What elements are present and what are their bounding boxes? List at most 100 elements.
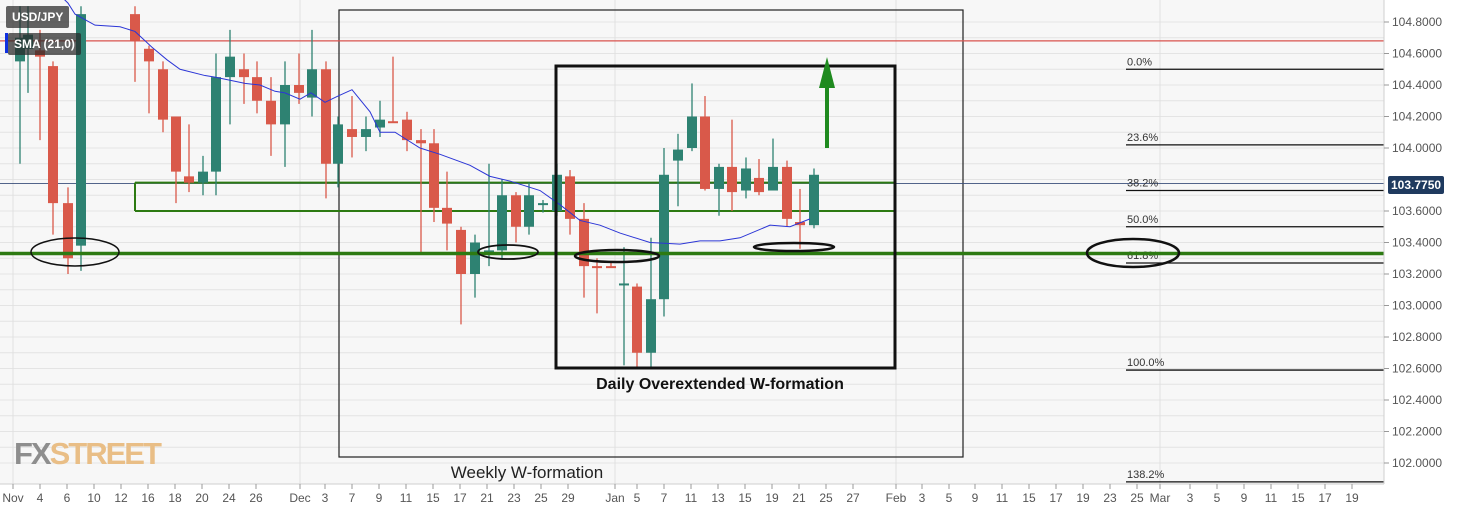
x-tick-label: 12 — [114, 491, 128, 505]
x-tick-label: 4 — [37, 491, 44, 505]
y-tick-label: 102.6000 — [1392, 362, 1442, 376]
fib-level-label: 38.2% — [1127, 178, 1158, 190]
y-tick-label: 103.2000 — [1392, 267, 1442, 281]
candle — [198, 155, 208, 196]
candle — [768, 138, 778, 191]
y-tick-label: 103.4000 — [1392, 236, 1442, 250]
x-tick-label: 3 — [1187, 491, 1194, 505]
x-tick-label: 26 — [249, 491, 263, 505]
x-tick-label: 5 — [1214, 491, 1221, 505]
candle — [782, 160, 792, 227]
x-tick-label: 17 — [1049, 491, 1063, 505]
x-tick-label: 7 — [661, 491, 668, 505]
candle — [76, 6, 86, 271]
candle — [741, 157, 751, 199]
y-tick-label: 102.4000 — [1392, 393, 1442, 407]
candle — [225, 29, 235, 125]
current-price-tag: 103.7750 — [1388, 176, 1445, 194]
x-tick-label: 15 — [1291, 491, 1305, 505]
weekly-w-formation-box — [338, 9, 964, 458]
candle — [700, 96, 710, 191]
x-tick-label: 9 — [972, 491, 979, 505]
candle — [673, 133, 683, 207]
ellipse-marker — [573, 248, 661, 264]
y-tick-label: 104.8000 — [1392, 15, 1442, 29]
candle — [429, 129, 439, 223]
candle — [388, 56, 398, 124]
x-tick-label: 6 — [64, 491, 71, 505]
candle — [511, 192, 521, 243]
x-tick-label: 19 — [765, 491, 779, 505]
x-tick-label: 11 — [685, 491, 698, 505]
candle — [592, 258, 602, 314]
x-tick-label: 24 — [222, 491, 236, 505]
candle — [416, 129, 426, 254]
x-tick-label: 18 — [168, 491, 182, 505]
x-tick-label: 11 — [1265, 491, 1278, 505]
x-tick-label: 25 — [534, 491, 548, 505]
y-tick-label: 102.0000 — [1392, 456, 1442, 470]
daily-w-formation-box — [554, 64, 897, 370]
fib-level-label: 138.2% — [1127, 469, 1165, 481]
x-tick-label: 5 — [634, 491, 641, 505]
candle — [361, 116, 371, 152]
candle — [619, 247, 629, 366]
candle — [470, 234, 480, 298]
y-tick-label: 104.2000 — [1392, 110, 1442, 124]
candle — [63, 187, 73, 274]
candle — [442, 171, 452, 251]
candle — [239, 53, 249, 104]
x-tick-label: 9 — [376, 491, 383, 505]
x-tick-label: 16 — [141, 491, 155, 505]
x-tick-label: 25 — [1130, 491, 1144, 505]
sma-color-indicator — [5, 33, 8, 53]
fibonacci-retracement: 0.0%23.6%38.2%50.0%61.8%100.0%138.2% — [1126, 56, 1384, 483]
candle — [184, 124, 194, 193]
candle — [347, 96, 357, 158]
y-tick-label: 102.8000 — [1392, 330, 1442, 344]
x-tick-label: Dec — [289, 491, 310, 505]
x-tick-label: Jan — [605, 491, 624, 505]
x-tick-label: 15 — [738, 491, 752, 505]
y-tick-label: 104.0000 — [1392, 141, 1442, 155]
x-tick-label: 15 — [426, 491, 440, 505]
x-tick-label: 19 — [1076, 491, 1090, 505]
candle — [252, 61, 262, 114]
candle — [484, 163, 494, 267]
fib-level-label: 23.6% — [1127, 132, 1158, 144]
candle — [171, 116, 181, 204]
candle — [280, 61, 290, 167]
x-tick-label: 23 — [1103, 491, 1117, 505]
candle — [754, 159, 764, 196]
x-tick-label: 11 — [400, 491, 413, 505]
ellipse-marker — [1085, 237, 1181, 269]
candle — [158, 61, 168, 133]
candle — [579, 203, 589, 298]
ellipse-marker — [30, 237, 120, 267]
x-tick-label: 29 — [561, 491, 575, 505]
y-axis: 104.8000 104.6000 104.4000 104.2000 104.0000… — [1384, 15, 1442, 470]
candle — [606, 262, 616, 269]
ellipse-marker — [477, 244, 539, 260]
candle — [565, 170, 575, 235]
symbol-label: USD/JPY — [6, 6, 70, 28]
candle — [795, 188, 805, 249]
x-tick-label: Mar — [1150, 491, 1171, 505]
sma-indicator-label[interactable]: SMA (21,0) — [8, 33, 81, 55]
candle — [727, 119, 737, 211]
candle — [321, 61, 331, 199]
sma-line — [64, 0, 811, 245]
y-tick-label: 103.0000 — [1392, 299, 1442, 313]
weekly-w-formation-label: Weekly W-formation — [451, 463, 603, 482]
candle — [659, 148, 669, 317]
x-tick-label: 10 — [87, 491, 101, 505]
candle — [375, 100, 385, 137]
fib-level-label: 50.0% — [1127, 214, 1158, 226]
candle — [266, 77, 276, 156]
y-tick-label: 104.6000 — [1392, 47, 1442, 61]
candle — [130, 6, 140, 82]
x-tick-label: 9 — [1241, 491, 1248, 505]
x-axis: Nov 4 6 10 12 16 18 20 24 26 Dec 3 7 9 11 15 17 21 23 25 29 J… — [2, 484, 1359, 505]
